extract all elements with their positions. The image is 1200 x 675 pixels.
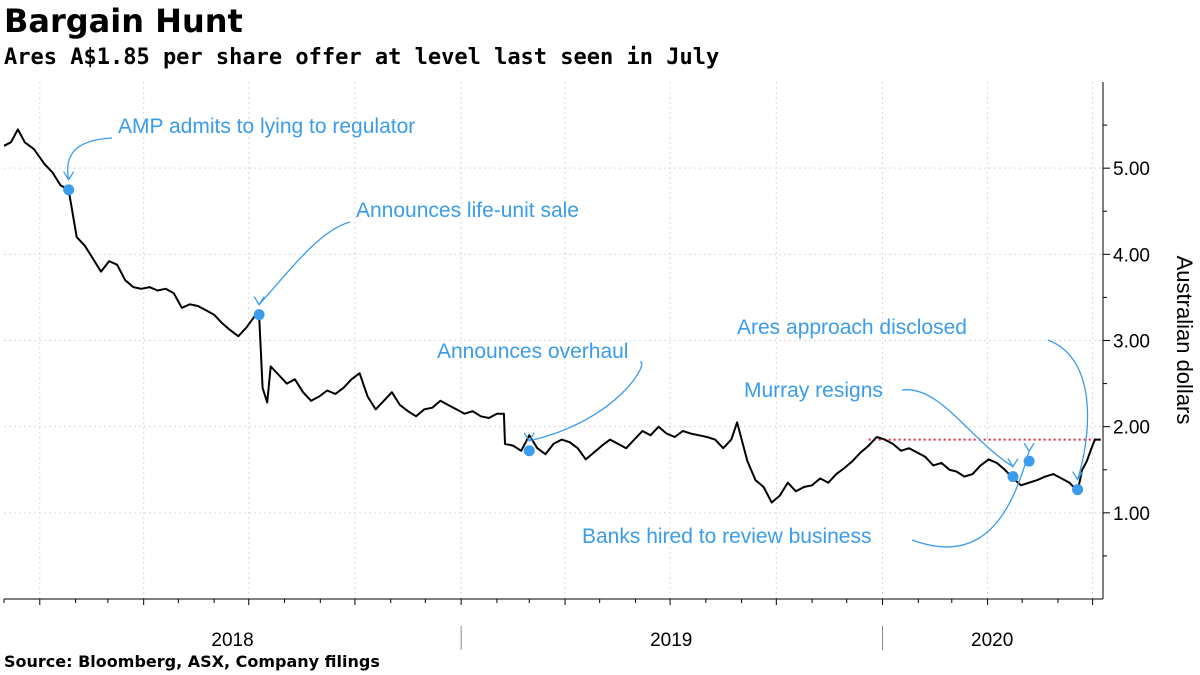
event-marker xyxy=(253,309,265,321)
y-tick-label: 2.00 xyxy=(1113,418,1150,439)
price-line xyxy=(3,128,1101,504)
annotation-arrow xyxy=(901,389,1014,468)
year-label: 2018 xyxy=(211,630,253,651)
year-label: 2020 xyxy=(971,630,1013,651)
year-label: 2019 xyxy=(650,630,692,651)
grid-layer xyxy=(4,82,1103,599)
y-tick-label: 4.00 xyxy=(1113,245,1150,266)
annotation-arrow xyxy=(67,137,113,180)
annotation-arrow xyxy=(258,221,351,306)
annotation-label: Announces life-unit sale xyxy=(356,199,579,222)
annotation-arrowhead xyxy=(1007,458,1019,468)
annotation-arrow xyxy=(911,450,1030,548)
annotation-arrowhead xyxy=(523,432,535,443)
annotation-arrowhead xyxy=(63,171,75,181)
annotation-arrow xyxy=(1047,339,1089,480)
annotation-label: Banks hired to review business xyxy=(582,525,871,548)
annotation-arrowhead xyxy=(1023,442,1035,453)
annotation-arrowhead xyxy=(1072,471,1084,481)
chart-title: Bargain Hunt xyxy=(4,2,243,40)
event-marker xyxy=(63,184,75,196)
y-tick-label: 1.00 xyxy=(1113,504,1150,525)
y-axis-title: Australian dollars xyxy=(1172,256,1197,425)
annotation-label: Ares approach disclosed xyxy=(737,316,967,339)
annotation-label: AMP admits to lying to regulator xyxy=(118,115,415,138)
event-marker xyxy=(523,445,535,457)
event-marker xyxy=(1007,471,1019,483)
series-layer xyxy=(3,128,1103,504)
y-tick-label: 5.00 xyxy=(1113,159,1150,180)
annotation-label: Announces overhaul xyxy=(437,340,628,363)
event-marker xyxy=(1072,484,1084,496)
annotation-label: Murray resigns xyxy=(744,379,883,402)
annotation-arrowhead xyxy=(253,296,265,306)
y-tick-label: 3.00 xyxy=(1113,332,1150,353)
annotation-layer: AMP admits to lying to regulator Announce… xyxy=(63,115,1089,548)
annotation-arrow xyxy=(529,361,643,442)
chart-subtitle: Ares A$1.85 per share offer at level las… xyxy=(4,45,720,70)
source-note: Source: Bloomberg, ASX, Company filings xyxy=(4,652,380,671)
axis-layer: 1.00 2.00 3.00 4.00 5.00 2018 2019 2020 xyxy=(3,82,1150,651)
